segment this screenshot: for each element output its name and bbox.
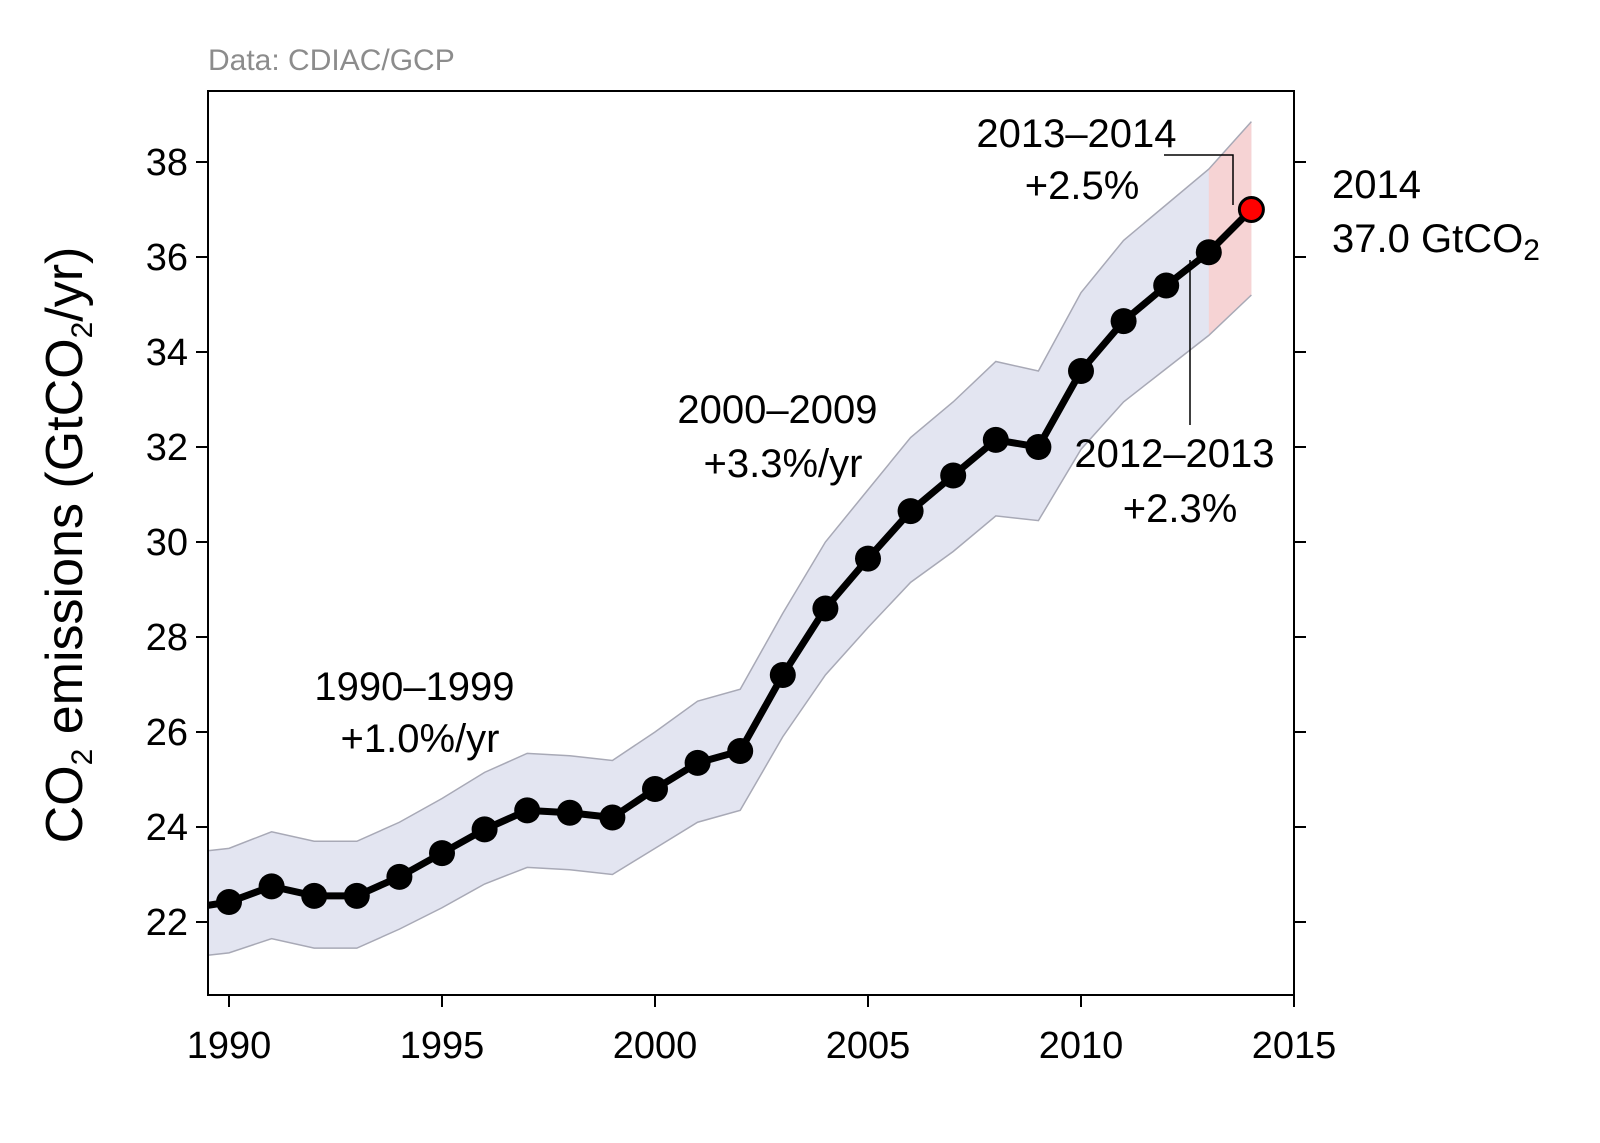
data-point-2013	[1195, 239, 1222, 266]
data-point-2008	[982, 426, 1009, 453]
annotation-1990-1999-rate: +1.0%/yr	[341, 717, 500, 761]
y-axis: 22 24 26 28 30 32 34 36 38	[146, 142, 1306, 944]
annotation-2014-amount: 37.0 GtCO2	[1332, 217, 1540, 267]
annotation-2012-2013-rate: +2.3%	[1123, 487, 1238, 531]
y-tick-label-24: 24	[146, 807, 188, 849]
data-point-2001	[684, 749, 711, 776]
data-point-2003	[769, 662, 796, 688]
annotation-2014-year: 2014	[1332, 163, 1421, 207]
ylabel-prefix: CO	[36, 765, 94, 843]
data-point-2011	[1110, 308, 1137, 335]
annotation-2014-amount-text: 37.0 GtCO	[1332, 217, 1523, 261]
leader-2013-2014	[1164, 154, 1234, 205]
data-point-1996	[471, 816, 498, 843]
data-point-2010	[1068, 358, 1094, 384]
upper-band-edge	[207, 121, 1252, 852]
data-point-1991	[258, 873, 285, 900]
data-point-2009	[1025, 434, 1052, 460]
data-point-1999	[599, 804, 626, 831]
x-tick-label-2000: 2000	[613, 1025, 698, 1067]
annotation-2013-2014-rate: +2.5%	[1025, 164, 1140, 208]
y-tick-label-38: 38	[146, 142, 188, 184]
annotation-2000-2009: 2000–2009 +3.3%/yr	[677, 388, 888, 486]
data-point-1998	[556, 799, 583, 826]
x-tick-label-2010: 2010	[1039, 1025, 1124, 1067]
annotation-2012-2013-period: 2012–2013	[1074, 432, 1274, 476]
y-tick-label-26: 26	[146, 712, 188, 754]
data-point-2005	[855, 545, 881, 572]
data-point-2000	[642, 776, 668, 802]
x-tick-label-1995: 1995	[400, 1025, 485, 1067]
annotation-2014-value: 2014 37.0 GtCO2	[1332, 163, 1540, 267]
ylabel-sub: 2	[66, 749, 99, 766]
x-tick-label-2005: 2005	[826, 1025, 911, 1067]
ylabel-middle: emissions (GtCO	[36, 338, 94, 748]
data-point-2012	[1153, 272, 1180, 299]
y-tick-label-36: 36	[146, 237, 188, 279]
data-point-2002	[727, 738, 754, 764]
y-tick-label-34: 34	[146, 332, 188, 374]
data-point-2004	[812, 595, 839, 622]
annotation-2012-2013: 2012–2013 +2.3%	[1074, 432, 1285, 531]
data-point-2007	[940, 462, 967, 489]
y-axis-label: CO2 emissions (GtCO2/yr)	[36, 247, 99, 844]
x-axis: 1990 1995 2000 2005 2010 2015	[187, 995, 1337, 1067]
data-point-1993	[343, 882, 370, 909]
y-tick-label-22: 22	[146, 902, 188, 944]
lower-band-edge	[207, 294, 1252, 956]
annotation-2013-2014-period: 2013–2014	[976, 112, 1176, 156]
data-point-1992	[301, 882, 328, 909]
ylabel-sub2: 2	[66, 322, 99, 339]
emissions-series	[207, 196, 1265, 916]
y-tick-label-32: 32	[146, 427, 188, 469]
annotation-2000-2009-rate: +3.3%/yr	[704, 442, 863, 486]
uncertainty-band	[207, 121, 1252, 956]
data-point-1997	[514, 797, 541, 824]
annotation-2014-amount-sub: 2	[1523, 234, 1540, 267]
source-note: Data: CDIAC/GCP	[208, 44, 455, 77]
highlight-point-2014	[1237, 196, 1265, 223]
annotation-2000-2009-period: 2000–2009	[677, 388, 877, 432]
data-point-1990	[216, 889, 242, 916]
annotation-1990-1999: 1990–1999 +1.0%/yr	[314, 665, 525, 761]
uncertainty-bands	[207, 121, 1252, 956]
x-tick-label-2015: 2015	[1252, 1025, 1337, 1067]
data-point-1994	[386, 863, 413, 890]
data-point-2006	[897, 498, 924, 525]
annotation-1990-1999-period: 1990–1999	[314, 665, 514, 709]
x-tick-label-1990: 1990	[187, 1025, 272, 1067]
y-tick-label-28: 28	[146, 617, 188, 659]
data-point-1995	[429, 840, 455, 867]
y-tick-label-30: 30	[146, 522, 188, 564]
annotation-2013-2014: 2013–2014 +2.5%	[976, 112, 1187, 208]
ylabel-end: /yr)	[36, 247, 94, 322]
